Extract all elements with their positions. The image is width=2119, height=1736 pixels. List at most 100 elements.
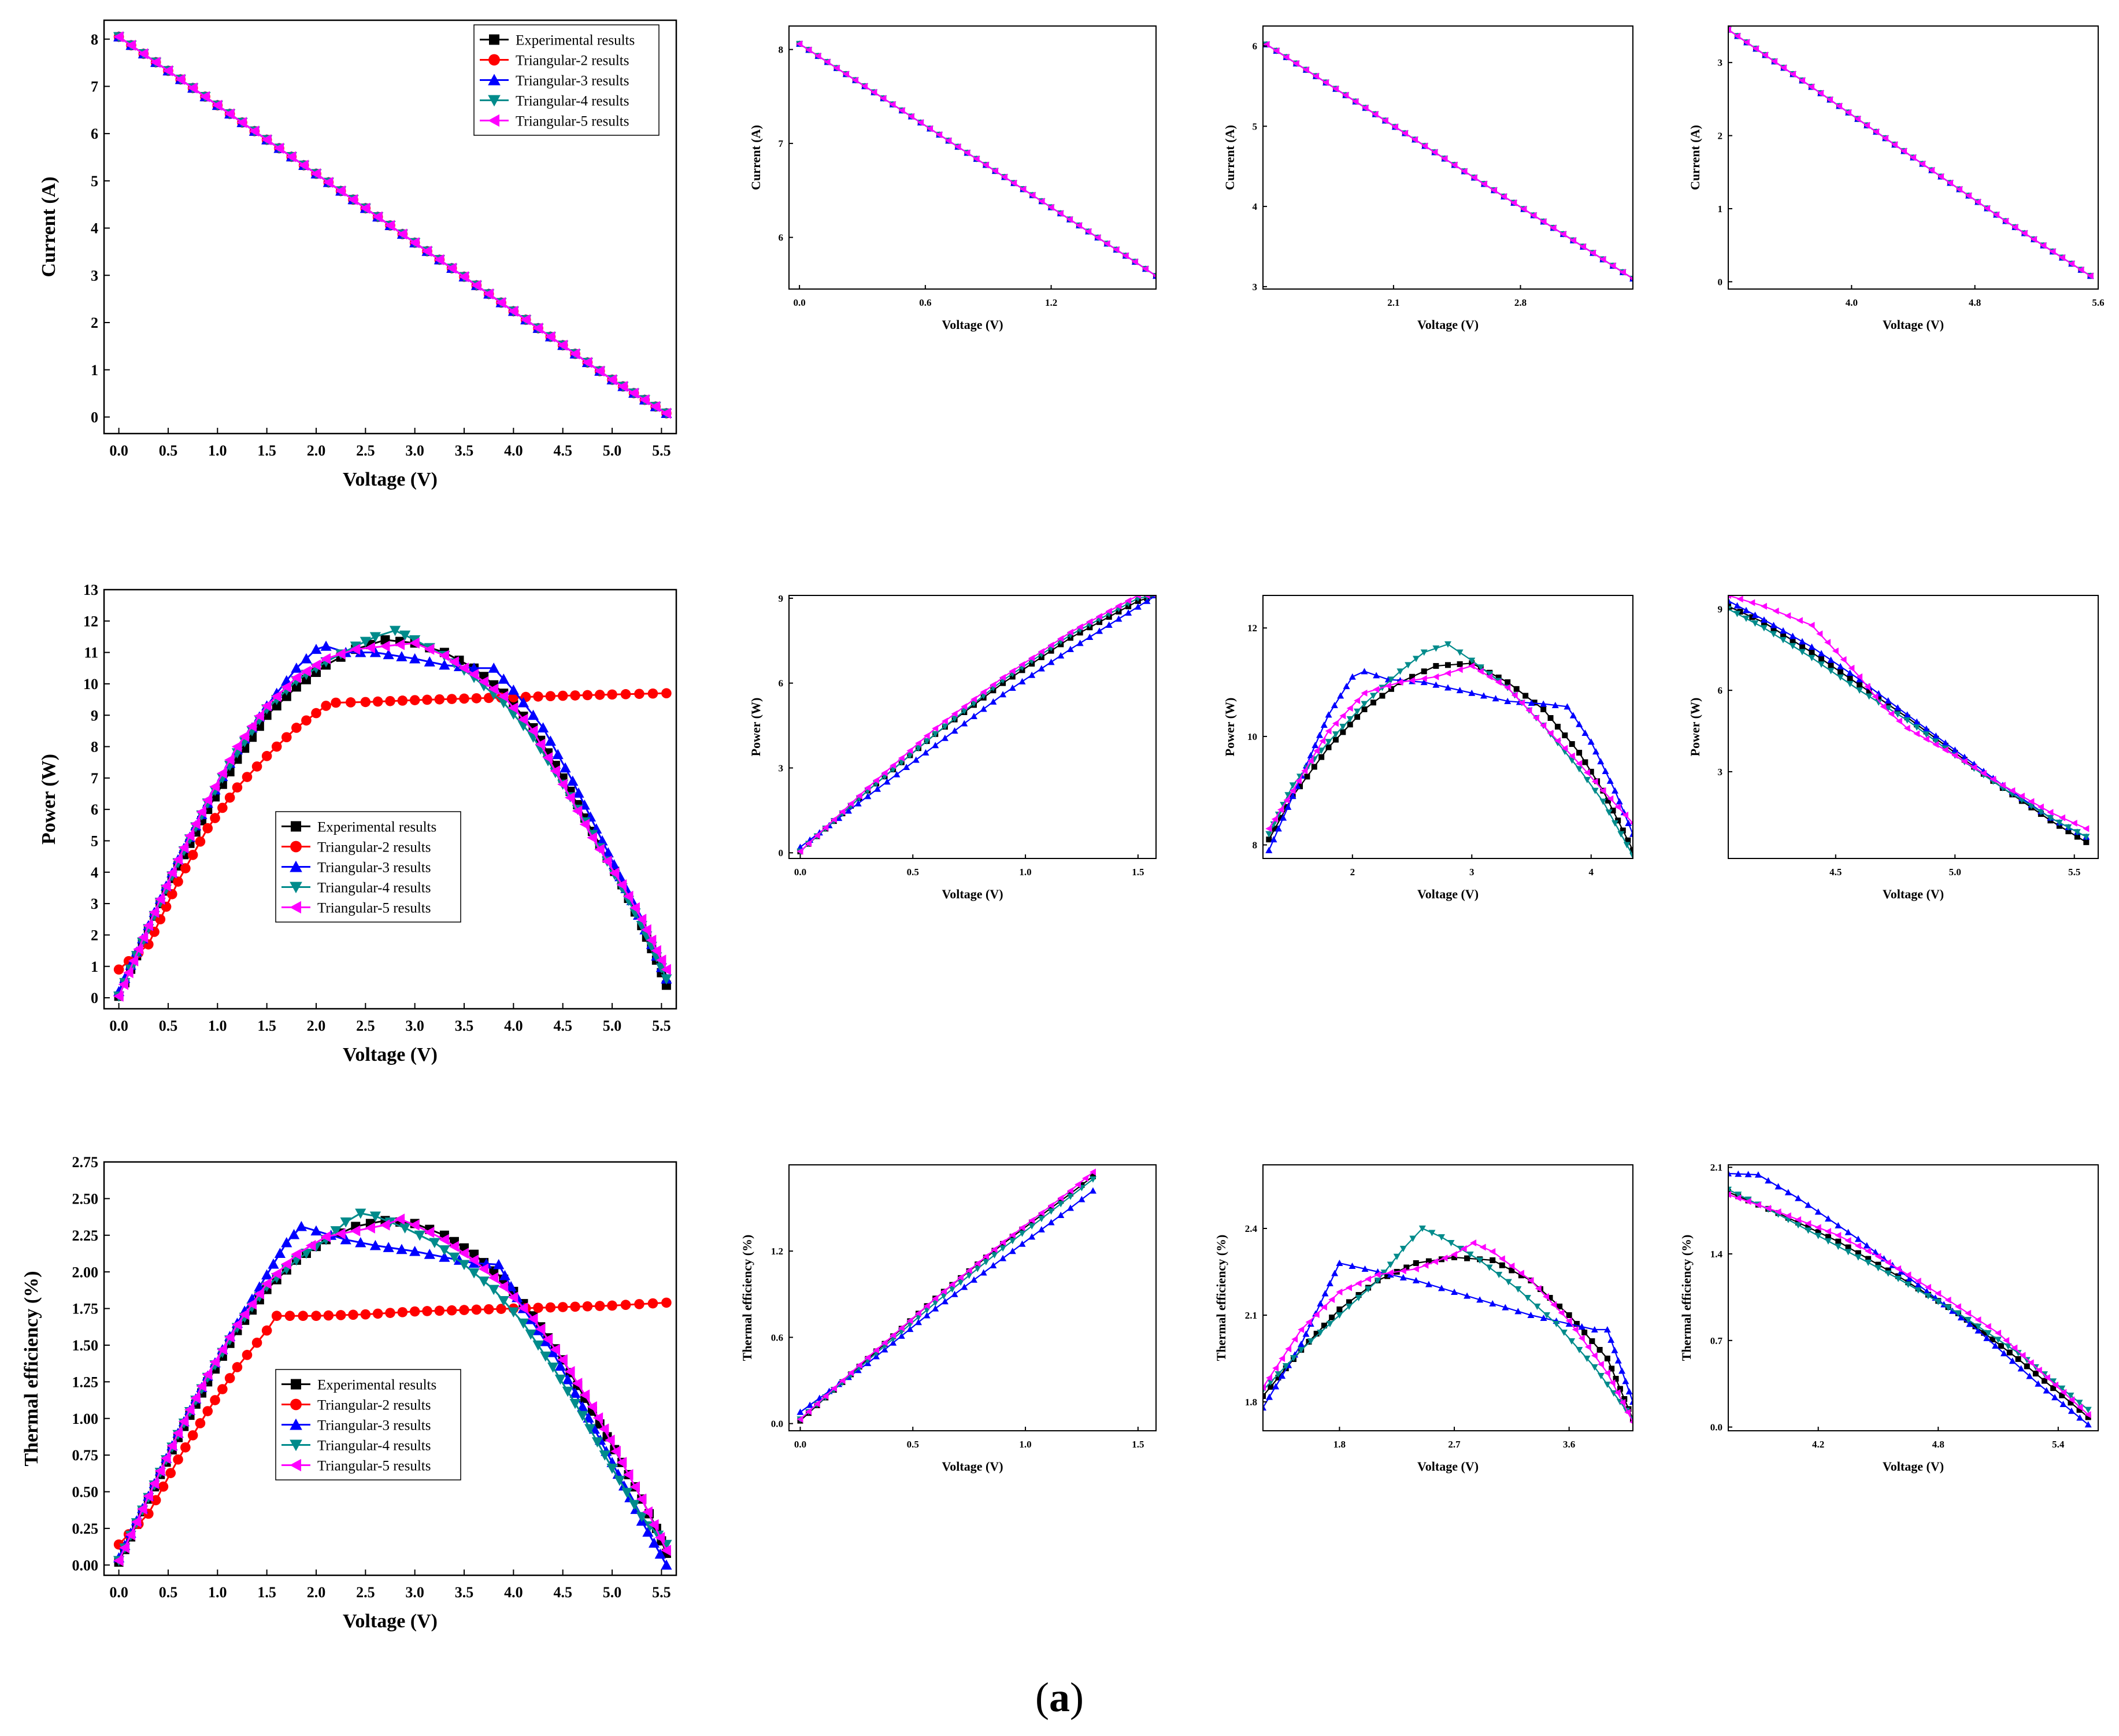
x-tick-label: 0.5	[907, 1439, 919, 1450]
data-point	[889, 101, 896, 108]
data-point	[814, 52, 821, 60]
data-point	[1954, 1303, 1961, 1311]
data-point	[587, 1401, 597, 1413]
data-point	[1388, 686, 1394, 692]
data-point	[1057, 1201, 1065, 1208]
legend-marker	[489, 34, 499, 45]
data-point	[623, 890, 634, 902]
data-point	[1865, 1260, 1872, 1267]
data-point	[1599, 798, 1607, 805]
data-point	[1038, 1209, 1044, 1217]
data-point	[949, 1286, 956, 1293]
data-point	[143, 1490, 153, 1502]
data-point	[1947, 179, 1953, 187]
data-point	[1569, 741, 1575, 747]
data-point	[991, 1252, 998, 1259]
data-point	[1122, 252, 1129, 260]
series-markers-triangular-3-results	[1265, 668, 1633, 853]
data-point	[128, 955, 139, 967]
data-point	[1795, 1194, 1802, 1201]
data-point	[830, 1385, 837, 1392]
data-point	[557, 779, 568, 790]
data-point	[880, 95, 887, 102]
data-point	[1441, 155, 1448, 162]
data-point	[980, 1269, 987, 1276]
data-point	[1379, 693, 1386, 699]
data-point	[1751, 612, 1759, 619]
data-point	[1134, 603, 1142, 610]
y-tick-label: 1.75	[72, 1301, 99, 1317]
data-point	[1393, 1253, 1401, 1260]
data-point	[1914, 1287, 1922, 1294]
data-point	[1425, 1258, 1432, 1264]
data-point	[1832, 647, 1839, 655]
data-point	[1554, 724, 1561, 730]
data-point	[217, 1384, 228, 1394]
data-point	[1591, 1364, 1598, 1371]
data-point	[2019, 1352, 2026, 1359]
data-point	[1895, 1275, 1902, 1282]
data-point	[320, 641, 332, 651]
data-point	[1009, 1231, 1016, 1239]
data-point	[1854, 115, 1861, 123]
data-point	[291, 662, 302, 673]
data-point	[562, 1386, 573, 1397]
data-point	[449, 656, 459, 668]
data-point	[2005, 1343, 2012, 1350]
data-point	[1495, 679, 1502, 686]
y-tick-label: 0.75	[72, 1447, 99, 1464]
data-point	[1066, 645, 1074, 652]
data-point	[1603, 1326, 1611, 1332]
data-point	[570, 690, 580, 701]
data-point	[1814, 1224, 1821, 1231]
data-point	[881, 769, 888, 777]
data-point	[2059, 1401, 2067, 1407]
legend-marker	[290, 841, 302, 853]
chart-iv-zoom2: 2.1 2.8 3 4 5 6 Voltage (V) Current (A)	[1222, 25, 1633, 332]
data-point	[1630, 847, 1633, 853]
data-point	[1361, 706, 1368, 713]
data-point	[1057, 210, 1064, 217]
data-point	[569, 1387, 581, 1398]
data-point	[1470, 1239, 1477, 1246]
data-point	[1995, 1329, 2002, 1337]
data-point	[957, 1279, 965, 1286]
data-point	[286, 151, 297, 162]
data-point	[1267, 1379, 1275, 1386]
data-point	[2042, 1378, 2048, 1384]
data-point	[113, 990, 124, 1002]
data-point	[567, 775, 579, 786]
data-point	[544, 735, 556, 746]
data-point	[409, 1219, 420, 1231]
data-point	[2055, 819, 2063, 826]
data-point	[449, 1252, 460, 1263]
data-point	[970, 695, 977, 703]
data-point	[961, 708, 968, 715]
y-tick-label: 9	[779, 593, 784, 604]
data-point	[610, 1445, 621, 1457]
data-point	[936, 131, 943, 138]
data-point	[1413, 1260, 1419, 1266]
data-point	[961, 703, 968, 710]
data-point	[1096, 613, 1103, 620]
data-point	[805, 1408, 812, 1415]
data-point	[113, 964, 124, 975]
data-point	[1263, 1404, 1266, 1411]
y-tick-label: 0	[91, 990, 98, 1006]
data-point	[471, 280, 481, 291]
data-point	[335, 185, 346, 197]
data-point	[1362, 104, 1369, 112]
data-point	[1387, 1269, 1394, 1276]
data-point	[973, 155, 980, 162]
data-point	[1965, 192, 1972, 199]
data-point	[1922, 725, 1930, 732]
data-point	[301, 653, 312, 664]
y-tick-label: 3	[779, 762, 784, 773]
data-point	[1557, 1304, 1563, 1309]
data-point	[1105, 608, 1112, 615]
data-point	[301, 665, 311, 677]
data-point	[1447, 1240, 1455, 1246]
legend-marker	[290, 1398, 302, 1411]
data-point	[1913, 718, 1921, 725]
y-tick-label: 8	[91, 739, 98, 756]
